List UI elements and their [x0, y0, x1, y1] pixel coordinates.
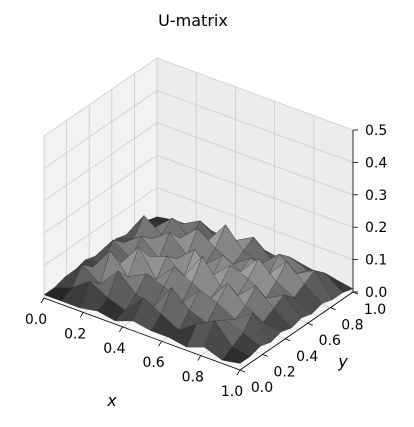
y-tick-label: 1.0	[364, 302, 386, 318]
y-axis-label: y	[337, 352, 348, 371]
z-tick-label: 0.0	[365, 285, 387, 301]
y-tick-mark	[239, 369, 246, 373]
grid-line-z	[43, 57, 354, 137]
x-tick-label: 0.8	[182, 370, 204, 386]
z-tick-label: 0.4	[365, 155, 387, 171]
x-axis-line	[43, 297, 241, 371]
z-tick-label: 0.2	[365, 220, 387, 236]
grid-line-z	[43, 187, 354, 266]
x-tick-label: 0.2	[64, 326, 86, 342]
chart-title: U-matrix	[158, 11, 228, 30]
y-tick-mark	[285, 338, 291, 342]
y-axis-line	[239, 291, 354, 371]
y-tick-mark	[330, 307, 336, 310]
x-tick-mark	[119, 326, 123, 333]
x-tick-mark	[40, 297, 45, 304]
x-tick-label: 1.0	[221, 384, 243, 400]
x-tick-label: 0.0	[25, 312, 47, 328]
axis-lines	[43, 130, 354, 371]
tick-labels: 0.00.20.40.60.81.0 0.00.20.40.60.81.00.00…	[25, 123, 387, 400]
z-tick-label: 0.3	[365, 188, 387, 204]
x-tick-label: 0.4	[103, 341, 125, 357]
surface-plot	[43, 215, 354, 364]
y-tick-label: 0.6	[319, 333, 341, 349]
surface-patch	[221, 346, 251, 364]
z-tick-label: 0.5	[365, 123, 387, 139]
grid-line-z	[43, 154, 354, 234]
x-axis-label: x	[106, 391, 117, 410]
x-tick-mark	[79, 312, 84, 318]
x-tick-mark	[236, 369, 241, 376]
x-tick-mark	[158, 340, 162, 347]
y-tick-label: 0.8	[341, 318, 363, 334]
x-tick-mark	[197, 355, 202, 361]
y-tick-label: 0.4	[296, 349, 318, 365]
y-tick-mark	[307, 322, 313, 326]
x-tick-label: 0.6	[142, 355, 164, 371]
z-tick-label: 0.1	[365, 253, 387, 269]
y-tick-label: 0.2	[273, 364, 295, 380]
grid-line-z	[43, 89, 354, 169]
grid-line-z	[43, 122, 354, 202]
y-tick-label: 0.0	[251, 380, 273, 396]
y-tick-mark	[262, 354, 268, 357]
